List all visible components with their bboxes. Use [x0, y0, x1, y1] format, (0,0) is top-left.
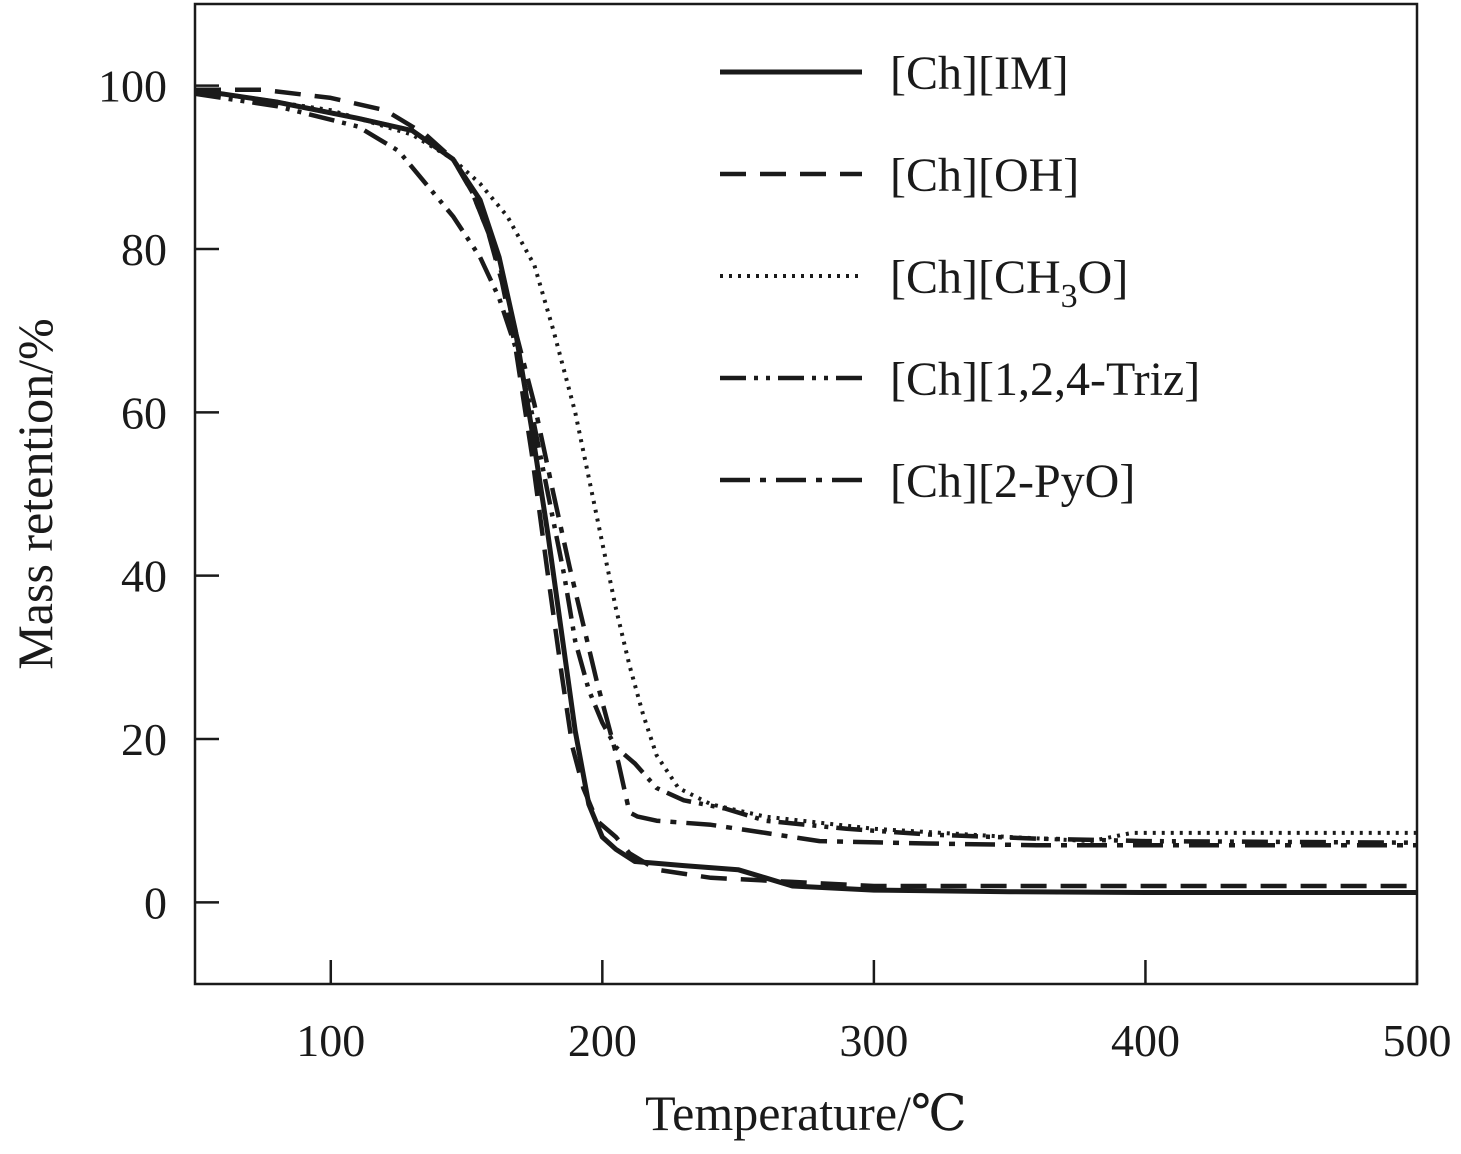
legend-label-3: [Ch][CH3O] [890, 251, 1128, 315]
series-line-5 [194, 87, 1417, 848]
legend-label-5: [Ch][2-PyO] [890, 455, 1135, 508]
plot-frame [193, 2, 1419, 986]
legend-label-1: [Ch][IM] [890, 47, 1069, 100]
tick-labels: 100 200 300 400 500 0 20 40 60 80 100 [98, 61, 1452, 1066]
legend: [Ch][IM] [Ch][OH] [Ch][CH3O] [Ch][1,2,4-Tri… [720, 47, 1200, 508]
y-tick-label-80: 80 [121, 224, 167, 275]
series-line-3 [194, 87, 1417, 844]
y-axis-title: Mass retention/% [7, 318, 63, 669]
y-tick-label-40: 40 [121, 551, 167, 602]
series-line-2 [195, 87, 1417, 889]
x-tick-label-200: 200 [568, 1015, 637, 1066]
x-axis-title: Temperature/℃ [645, 1085, 967, 1141]
series-lines [194, 87, 1418, 895]
y-tick-label-20: 20 [121, 714, 167, 765]
y-tick-label-100: 100 [98, 61, 167, 112]
series-line-1 [194, 87, 1417, 895]
series-line-4 [194, 91, 1418, 845]
legend-label-4: [Ch][1,2,4-Triz] [890, 353, 1200, 406]
y-tick-label-60: 60 [121, 387, 167, 438]
x-tick-label-100: 100 [296, 1015, 365, 1066]
x-tick-label-300: 300 [839, 1015, 908, 1066]
tick-marks [195, 84, 1419, 984]
x-tick-label-400: 400 [1111, 1015, 1180, 1066]
y-tick-label-0: 0 [144, 877, 167, 928]
x-tick-label-500: 500 [1383, 1015, 1452, 1066]
legend-label-2: [Ch][OH] [890, 149, 1079, 202]
